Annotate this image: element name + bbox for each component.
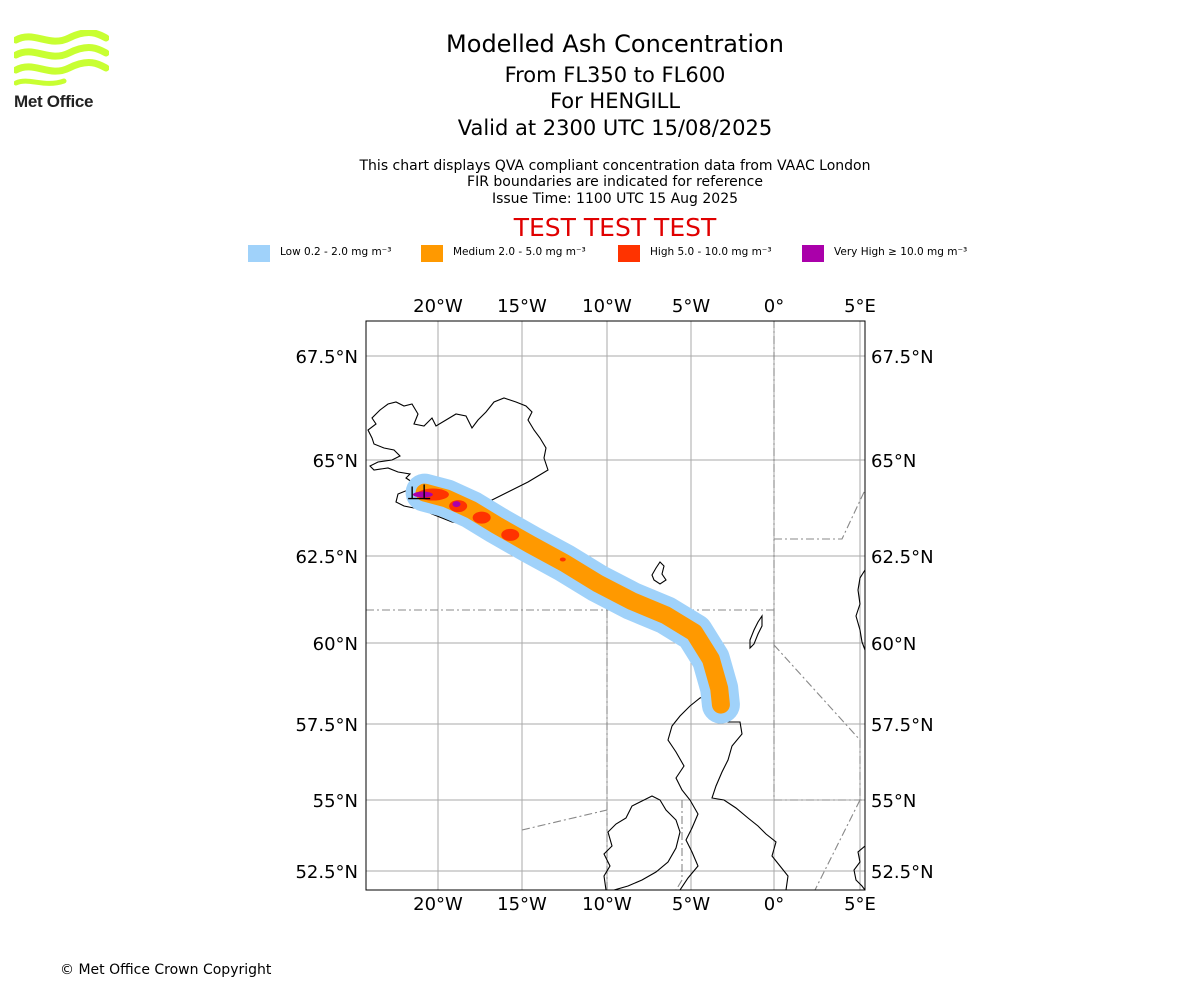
lon-tick-label-bottom: 20°W xyxy=(413,894,463,915)
lon-tick-label-bottom: 15°W xyxy=(497,894,547,915)
lat-tick-label-right: 60°N xyxy=(871,634,916,655)
lat-tick-label-right: 67.5°N xyxy=(871,347,934,368)
coastline-iceland xyxy=(367,397,549,525)
lon-tick-label-bottom: 5°W xyxy=(672,894,710,915)
issue-time: Issue Time: 1100 UTC 15 Aug 2025 xyxy=(491,191,739,207)
flight-levels: From FL350 to FL600 xyxy=(504,63,726,87)
legend-swatch-very-high xyxy=(802,245,824,262)
lat-tick-label-right: 57.5°N xyxy=(871,715,934,736)
ash-high-patch xyxy=(472,511,491,524)
lat-tick-label-right: 52.5°N xyxy=(871,862,934,883)
chart-note-qva: This chart displays QVA compliant concen… xyxy=(359,158,871,174)
lat-tick-label-left: 65°N xyxy=(313,451,358,472)
coastline-faroe-islands xyxy=(651,561,667,585)
fir-boundary xyxy=(773,644,861,800)
lon-tick-label-top: 5°W xyxy=(672,296,710,317)
lon-tick-label-bottom: 0° xyxy=(764,894,784,915)
chart-title: Modelled Ash Concentration xyxy=(446,30,784,58)
lon-tick-label-top: 5°E xyxy=(844,296,876,317)
ash-very-high-layer xyxy=(412,491,461,508)
ash-medium-layer xyxy=(415,483,730,714)
legend-swatch-medium xyxy=(421,245,443,262)
logo-text: Met Office xyxy=(14,92,94,111)
lat-tick-label-left: 52.5°N xyxy=(295,862,358,883)
lat-tick-label-right: 62.5°N xyxy=(871,547,934,568)
lon-tick-label-bottom: 10°W xyxy=(582,894,632,915)
volcano-name: For HENGILL xyxy=(549,89,681,113)
ash-plume xyxy=(405,473,740,724)
fir-boundary xyxy=(814,799,861,890)
copyright: © Met Office Crown Copyright xyxy=(60,962,272,978)
ash-high-patch xyxy=(501,528,520,541)
fir-boundary xyxy=(675,800,683,890)
legend-label-low: Low 0.2 - 2.0 mg m⁻³ xyxy=(280,246,392,258)
legend-label-very-high: Very High ≥ 10.0 mg m⁻³ xyxy=(834,246,968,258)
coastline-great-britain xyxy=(667,689,789,890)
coastlines xyxy=(367,397,865,890)
lon-tick-label-top: 10°W xyxy=(582,296,632,317)
ash-very-high-patch xyxy=(412,491,433,498)
test-banner: TEST TEST TEST xyxy=(513,213,717,242)
axis-tick-labels: 20°W 20°W 15°W 15°W 10°W 10°W 5°W 5°W 0° 0° 5°E 5°E… xyxy=(295,296,933,915)
lon-tick-label-top: 0° xyxy=(764,296,784,317)
lat-tick-label-left: 67.5°N xyxy=(295,347,358,368)
legend-swatch-high xyxy=(618,245,640,262)
ash-very-high-patch xyxy=(452,501,461,508)
lat-tick-label-right: 55°N xyxy=(871,791,916,812)
coastline-continent xyxy=(853,845,865,890)
coastline-shetland xyxy=(749,614,763,650)
chart-note-fir: FIR boundaries are indicated for referen… xyxy=(467,174,763,190)
fir-boundary xyxy=(521,809,608,831)
lat-tick-label-right: 65°N xyxy=(871,451,916,472)
legend-label-medium: Medium 2.0 - 5.0 mg m⁻³ xyxy=(453,246,586,258)
lat-tick-label-left: 55°N xyxy=(313,791,358,812)
lat-tick-label-left: 62.5°N xyxy=(295,547,358,568)
met-office-logo: Met Office xyxy=(12,29,110,112)
ash-high-patch xyxy=(416,488,449,501)
map-frame xyxy=(365,320,866,891)
valid-time: Valid at 2300 UTC 15/08/2025 xyxy=(457,116,773,140)
legend-swatch-low xyxy=(248,245,270,262)
lon-tick-label-top: 15°W xyxy=(497,296,547,317)
coastline-ireland xyxy=(603,795,681,890)
lat-tick-label-left: 60°N xyxy=(313,634,358,655)
lat-tick-label-left: 57.5°N xyxy=(295,715,358,736)
lon-tick-label-top: 20°W xyxy=(413,296,463,317)
ash-high-patch xyxy=(559,557,566,562)
legend-label-high: High 5.0 - 10.0 mg m⁻³ xyxy=(650,246,772,258)
fir-boundaries xyxy=(366,321,865,890)
met-office-waves-icon xyxy=(12,29,110,86)
fir-boundary xyxy=(774,489,865,540)
fir-boundary xyxy=(773,321,865,801)
volcano-source-marker xyxy=(408,484,431,500)
coastline-scandinavia xyxy=(855,569,865,651)
lon-tick-label-bottom: 5°E xyxy=(844,894,876,915)
